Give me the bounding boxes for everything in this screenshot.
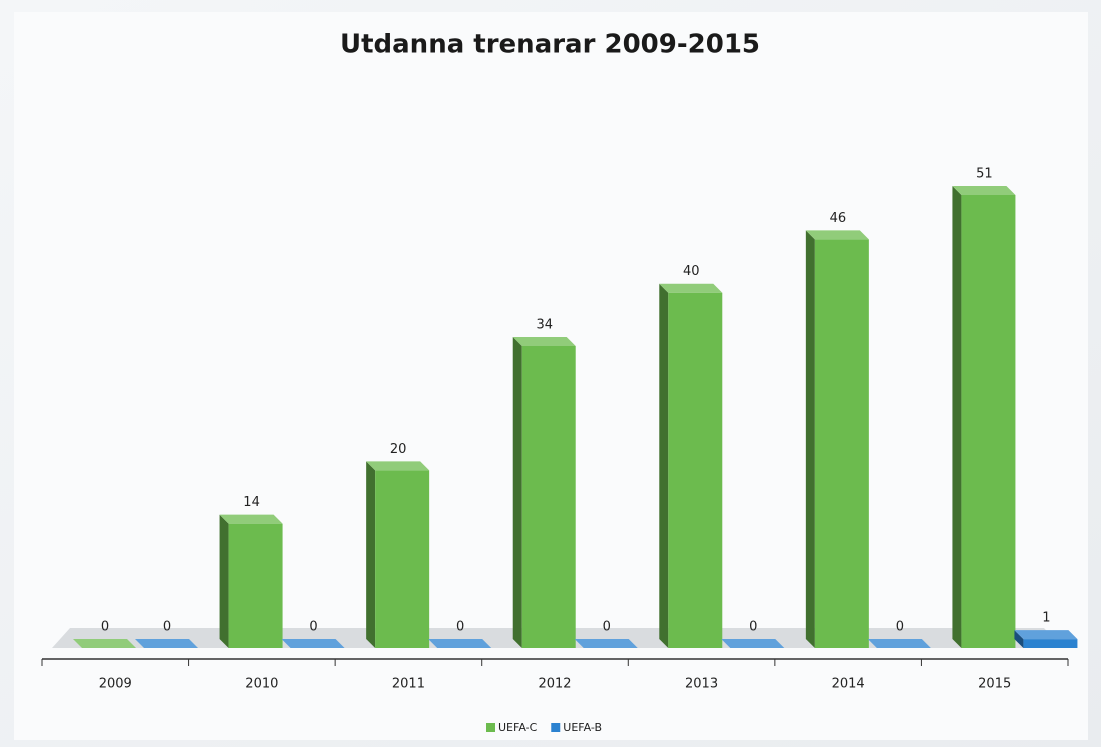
chart-title: Utdanna trenarar 2009-2015 (340, 30, 760, 60)
x-tick-label: 2012 (538, 677, 571, 692)
bar-side (219, 514, 229, 648)
bar (428, 639, 492, 648)
bar-front (1023, 639, 1078, 648)
x-tick-label: 2011 (392, 677, 425, 692)
data-label: 46 (830, 211, 847, 226)
legend-label: UEFA-C (498, 721, 538, 734)
bar-side (366, 461, 376, 648)
bar-side (952, 186, 962, 648)
data-label: 0 (456, 620, 464, 635)
bar-top (281, 639, 345, 648)
bar (73, 639, 136, 648)
bar-top (135, 639, 198, 648)
legend-swatch (486, 723, 495, 732)
bar-front (521, 346, 576, 648)
bar-top (219, 514, 283, 524)
data-label: 51 (976, 167, 993, 182)
bar-side (512, 337, 522, 648)
bar-top (721, 639, 785, 648)
bar-front (668, 292, 723, 648)
legend-label: UEFA-B (563, 721, 602, 734)
bar-side (659, 283, 669, 648)
bar-top (867, 639, 931, 648)
bar (867, 639, 931, 648)
x-tick-label: 2013 (685, 677, 718, 692)
bar-top (428, 639, 492, 648)
data-label: 0 (603, 620, 611, 635)
x-tick-label: 2014 (832, 677, 865, 692)
data-label: 0 (309, 620, 317, 635)
bar-side (805, 230, 815, 649)
bar-front (814, 239, 869, 649)
bar-top (574, 639, 638, 648)
bar-top (659, 283, 723, 293)
bar-top (366, 461, 430, 471)
bar (1014, 630, 1078, 648)
data-label: 1 (1042, 611, 1050, 626)
bar (721, 639, 785, 648)
bar (135, 639, 198, 648)
bar (281, 639, 345, 648)
bar-front (228, 523, 283, 648)
x-tick-label: 2009 (99, 677, 132, 692)
bar-top (805, 230, 869, 240)
data-label: 40 (683, 264, 700, 279)
bar (574, 639, 638, 648)
bar (512, 337, 576, 648)
data-label: 0 (749, 620, 757, 635)
bar-top (1014, 630, 1078, 640)
bar (659, 283, 723, 648)
bar (366, 461, 430, 648)
bar-top (952, 186, 1016, 195)
bar-front (961, 195, 1016, 648)
data-label: 0 (163, 620, 171, 635)
bar-front (375, 470, 430, 648)
bar (805, 230, 869, 649)
legend-swatch (551, 723, 561, 732)
bar (952, 186, 1016, 648)
data-label: 0 (101, 620, 109, 635)
x-tick-label: 2010 (245, 677, 278, 692)
data-label: 0 (896, 620, 904, 635)
data-label: 20 (390, 442, 407, 457)
x-tick-label: 2015 (978, 677, 1011, 692)
data-label: 34 (536, 318, 553, 333)
bar (219, 514, 283, 648)
data-label: 14 (243, 495, 260, 510)
bar-top (73, 639, 136, 648)
bar-side (1014, 630, 1024, 648)
bar-top (512, 337, 576, 346)
